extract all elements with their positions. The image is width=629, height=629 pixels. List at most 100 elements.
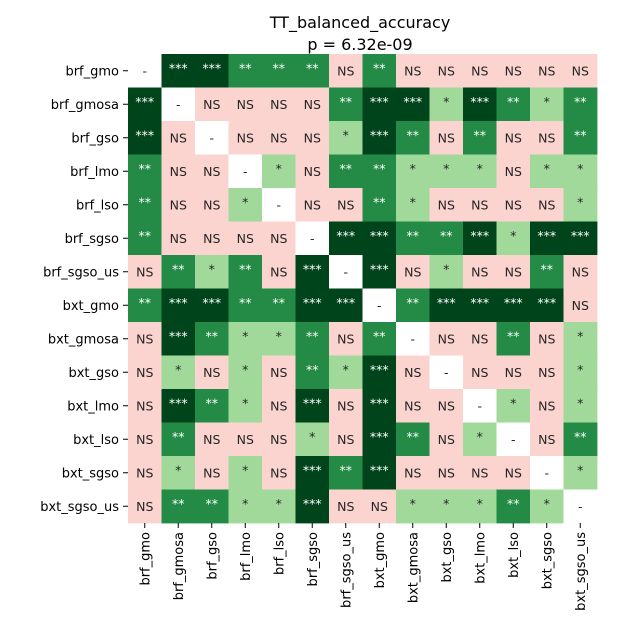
cell-annotation: ** — [373, 328, 386, 343]
heatmap-cell — [228, 221, 263, 256]
cell-annotation: *** — [169, 60, 188, 75]
heatmap-cell — [396, 154, 430, 189]
heatmap-cell — [295, 54, 330, 88]
heatmap-cell — [463, 121, 497, 155]
heatmap-cell — [496, 355, 531, 390]
column-label: brf_lso — [272, 532, 287, 575]
heatmap-cell — [563, 255, 598, 289]
heatmap-cell — [262, 489, 296, 524]
heatmap-cell — [128, 389, 162, 423]
heatmap-cell — [429, 87, 464, 122]
cell-annotation: * — [577, 161, 583, 176]
heatmap-cell — [128, 489, 162, 524]
heatmap-cell — [463, 288, 497, 323]
column-label: bxt_lmo — [473, 532, 488, 584]
row-label: bxt_gmo — [63, 299, 119, 314]
cell-annotation: NS — [471, 465, 488, 480]
heatmap-cell — [362, 54, 397, 88]
cell-annotation: * — [443, 496, 449, 511]
cell-annotation: NS — [438, 432, 455, 447]
cell-annotation: NS — [203, 197, 220, 212]
cell-annotation: * — [544, 94, 550, 109]
heatmap-cell — [530, 221, 564, 256]
heatmap-cell — [429, 54, 464, 88]
heatmap-cell — [362, 456, 397, 490]
heatmap-cell — [530, 322, 564, 356]
heatmap-cell — [228, 456, 263, 490]
heatmap-cell — [161, 456, 196, 490]
cell-annotation: NS — [438, 331, 455, 346]
heatmap-cell — [295, 121, 330, 155]
heatmap-cell — [161, 54, 196, 88]
cell-annotation: NS — [505, 264, 522, 279]
cell-annotation: NS — [136, 365, 153, 380]
column-label: bxt_sgso_us — [574, 532, 589, 611]
cell-annotation: NS — [438, 398, 455, 413]
cell-annotation: * — [242, 328, 248, 343]
heatmap-cell — [195, 188, 229, 222]
cell-annotation: *** — [370, 94, 389, 109]
cell-annotation: * — [443, 261, 449, 276]
cell-annotation: NS — [538, 197, 555, 212]
cell-annotation: *** — [336, 295, 355, 310]
cell-annotation: ** — [273, 60, 286, 75]
heatmap-cell — [195, 422, 229, 457]
heatmap-cell — [362, 121, 397, 155]
heatmap-cell — [496, 389, 531, 423]
heatmap-cell — [530, 87, 564, 122]
cell-annotation: ** — [172, 429, 185, 444]
column-label: bxt_gso — [440, 532, 455, 583]
heatmap-cell — [563, 54, 598, 88]
cell-annotation: NS — [538, 130, 555, 145]
heatmap-cell — [563, 288, 598, 323]
heatmap-cell — [329, 188, 363, 222]
heatmap-cell — [161, 87, 196, 122]
cell-annotation: * — [276, 496, 282, 511]
heatmap-cell — [396, 389, 430, 423]
heatmap-cell — [496, 221, 531, 256]
cell-annotation: *** — [169, 395, 188, 410]
heatmap-cell — [262, 456, 296, 490]
cell-annotation: *** — [403, 94, 422, 109]
cell-annotation: - — [243, 164, 248, 179]
cell-annotation: ** — [306, 60, 319, 75]
cell-annotation: NS — [337, 331, 354, 346]
heatmap-cell — [463, 154, 497, 189]
heatmap-cell — [396, 121, 430, 155]
cell-annotation: NS — [438, 465, 455, 480]
cell-annotation: *** — [470, 295, 489, 310]
cell-annotation: * — [443, 94, 449, 109]
cell-annotation: NS — [270, 130, 287, 145]
cell-annotation: *** — [571, 228, 590, 243]
cell-annotation: NS — [471, 63, 488, 78]
cell-annotation: NS — [572, 264, 589, 279]
row-label: bxt_lmo — [67, 399, 119, 414]
cell-annotation: NS — [337, 398, 354, 413]
row-label: brf_gmo — [65, 64, 119, 79]
cell-annotation: *** — [370, 429, 389, 444]
cell-annotation: ** — [507, 94, 520, 109]
heatmap-cell — [530, 355, 564, 390]
cell-annotation: - — [310, 231, 315, 246]
cell-annotation: *** — [303, 462, 322, 477]
cell-annotation: * — [343, 362, 349, 377]
heatmap-cell — [329, 489, 363, 524]
row-label: bxt_gmosa — [48, 332, 119, 347]
cell-annotation: * — [276, 161, 282, 176]
heatmap-cell — [396, 87, 430, 122]
cell-annotation: NS — [371, 499, 388, 514]
heatmap-cell — [262, 121, 296, 155]
cell-annotation: ** — [574, 94, 587, 109]
cell-annotation: NS — [337, 63, 354, 78]
heatmap-cell — [128, 322, 162, 356]
heatmap-cell — [496, 456, 531, 490]
cell-annotation: * — [544, 496, 550, 511]
cell-annotation: NS — [237, 231, 254, 246]
cell-annotation: NS — [136, 264, 153, 279]
cell-annotation: * — [577, 462, 583, 477]
cell-annotation: * — [410, 194, 416, 209]
heatmap-cell — [563, 355, 598, 390]
cell-annotation: *** — [169, 295, 188, 310]
heatmap-cell — [563, 322, 598, 356]
heatmap-cell — [396, 456, 430, 490]
